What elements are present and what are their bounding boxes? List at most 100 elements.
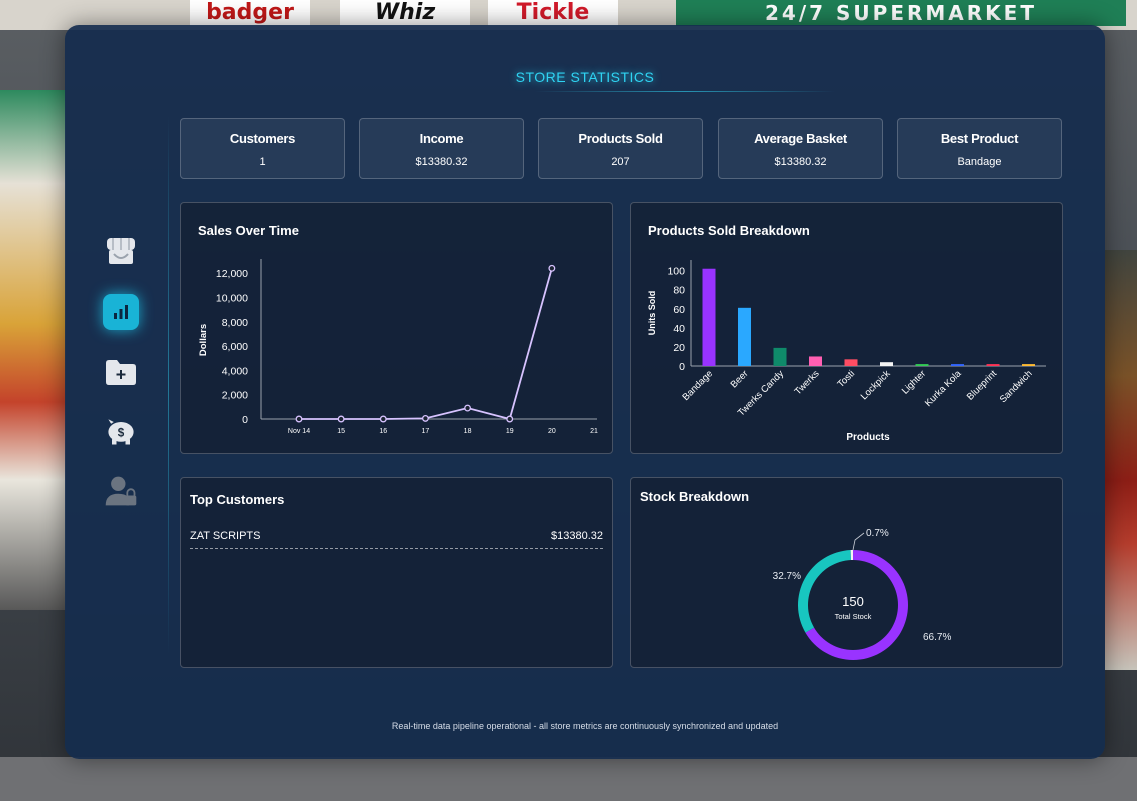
- stat-value: $13380.32: [774, 156, 827, 168]
- card-title: Stock Breakdown: [640, 489, 750, 504]
- store-shelf-left: [0, 90, 66, 610]
- store-shelf-right: [1105, 250, 1137, 670]
- stock-donut-chart: 66.7% 32.7% 0.7% 150 Total Stock: [773, 528, 951, 660]
- card-title: Sales Over Time: [198, 223, 299, 238]
- bar: [809, 356, 822, 366]
- user-lock-icon: [105, 476, 137, 506]
- x-tick-label: 19: [506, 428, 514, 435]
- y-tick-label: 0: [242, 414, 248, 426]
- stat-label: Average Basket: [754, 131, 847, 146]
- bar: [773, 347, 787, 366]
- bar: [702, 268, 716, 366]
- stat-value: $13380.32: [415, 156, 468, 168]
- nav-store-button[interactable]: [103, 233, 139, 269]
- top-customers-card: Top Customers ZAT SCRIPTS $13380.32: [180, 477, 613, 668]
- x-tick-label: 20: [548, 428, 556, 435]
- y-tick-label: 80: [673, 285, 685, 297]
- donut-center-value: 150: [842, 594, 864, 609]
- y-tick-label: 12,000: [216, 268, 248, 280]
- donut-center-label: Total Stock: [835, 612, 872, 621]
- x-tick-label: 18: [464, 428, 472, 435]
- slice-label: 66.7%: [923, 632, 951, 643]
- stat-card-customers: Customers 1: [180, 118, 345, 179]
- stat-label: Income: [419, 131, 464, 146]
- bar: [738, 307, 751, 366]
- bar: [986, 364, 1000, 366]
- store-statistics-panel: STORE STATISTICS $: [65, 25, 1105, 759]
- y-tick-label: 8,000: [222, 317, 248, 329]
- sales-point: [337, 415, 345, 423]
- nav-statistics-button[interactable]: [103, 294, 139, 330]
- stat-label: Customers: [229, 131, 296, 146]
- card-title: Products Sold Breakdown: [648, 223, 810, 238]
- sales-line-chart: 0 2,000 4,000 6,000 8,000 10,000 12,000 Nov 14 1…: [198, 259, 598, 435]
- x-tick-label: 17: [422, 428, 430, 435]
- x-tick-label: Lighter: [900, 368, 928, 396]
- stat-card-income: Income $13380.32: [359, 118, 524, 179]
- y-tick-label: 20: [673, 342, 685, 354]
- y-tick-label: 40: [673, 323, 685, 335]
- x-tick-label: Nov 14: [288, 428, 310, 435]
- sales-point: [295, 415, 303, 423]
- customer-amount: $13380.32: [551, 530, 603, 542]
- bar: [915, 364, 929, 366]
- bar: [951, 364, 964, 366]
- x-tick-label: Blueprint: [965, 368, 1000, 403]
- x-tick-label: 16: [379, 428, 387, 435]
- stat-label: Products Sold: [578, 131, 663, 146]
- customer-row: ZAT SCRIPTS $13380.32: [190, 530, 603, 549]
- donut-slice: [850, 550, 853, 561]
- stat-value: Bandage: [957, 156, 1002, 168]
- title-underline: [535, 91, 835, 92]
- x-tick-label: Kurka Kola: [923, 368, 964, 409]
- sales-over-time-card: Sales Over Time 0 2,000 4,000 6,000 8,000 10,…: [180, 202, 613, 454]
- y-tick-label: 100: [667, 266, 685, 278]
- nav-employees-button[interactable]: [103, 473, 139, 509]
- background-sign: badger: [190, 0, 310, 26]
- slice-label: 0.7%: [866, 528, 889, 539]
- slice-label: 32.7%: [773, 571, 801, 582]
- y-tick-label: 2,000: [222, 390, 248, 402]
- svg-text:$: $: [118, 426, 125, 439]
- stat-value: 1: [259, 156, 266, 168]
- x-tick-label: Tosti: [836, 368, 858, 390]
- sales-point: [464, 404, 472, 412]
- x-tick-label: 15: [337, 428, 345, 435]
- stat-value: 207: [611, 156, 630, 168]
- background-sign: Whiz: [340, 0, 470, 26]
- donut-slice: [798, 550, 852, 633]
- bar-chart-icon: [114, 305, 128, 319]
- y-tick-label: 4,000: [222, 365, 248, 377]
- stat-card-average-basket: Average Basket $13380.32: [718, 118, 883, 179]
- piggy-bank-icon: $: [108, 419, 134, 445]
- x-tick-label: Twerks: [793, 368, 822, 397]
- x-tick-label: Lockpick: [859, 368, 893, 402]
- slice-leader-line: [852, 532, 865, 551]
- x-tick-label: 21: [590, 428, 598, 435]
- status-footer: Real-time data pipeline operational - al…: [391, 721, 779, 731]
- x-tick-label: Beer: [729, 368, 751, 390]
- sales-point: [506, 415, 514, 423]
- y-tick-label: 10,000: [216, 292, 248, 304]
- card-title: Top Customers: [190, 492, 285, 507]
- stat-card-best-product: Best Product Bandage: [897, 118, 1062, 179]
- x-tick-label: Sandwich: [998, 368, 1035, 405]
- folder-add-icon: [106, 360, 136, 385]
- x-axis-title: Products: [846, 432, 890, 443]
- store-icon: [107, 238, 135, 264]
- stat-label: Best Product: [940, 131, 1019, 146]
- x-tick-label: Bandage: [680, 368, 715, 403]
- y-tick-label: 0: [679, 361, 685, 373]
- bar: [1022, 364, 1035, 366]
- nav-stock-button[interactable]: [103, 354, 139, 390]
- y-tick-label: 60: [673, 304, 685, 316]
- background-sign: Tickle: [488, 0, 618, 26]
- store-floor: [0, 757, 1137, 801]
- bar: [880, 362, 893, 366]
- products-sold-card: Products Sold Breakdown 0 20 40 60 80 100 Unit…: [630, 202, 1063, 454]
- y-tick-label: 6,000: [222, 341, 248, 353]
- y-axis-title: Dollars: [198, 324, 209, 356]
- y-axis-title: Units Sold: [647, 291, 657, 336]
- stock-breakdown-card: Stock Breakdown 66.7% 32.7% 0.7% 150 Total S…: [630, 477, 1063, 668]
- nav-finance-button[interactable]: $: [103, 413, 139, 449]
